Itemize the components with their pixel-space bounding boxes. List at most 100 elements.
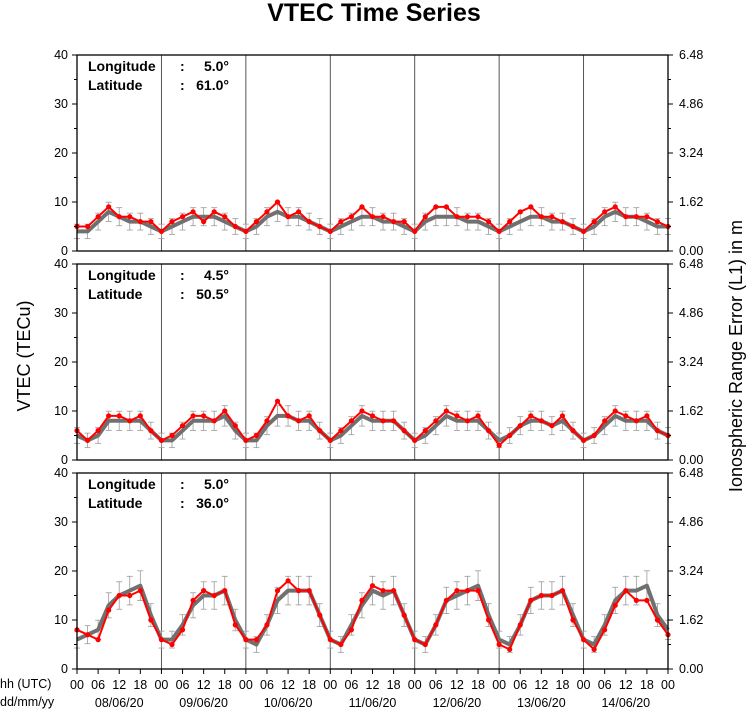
data-point (433, 622, 439, 628)
y-tick-label: 40 (54, 466, 68, 480)
x-hour-tick-label: 18 (471, 678, 485, 692)
data-point (116, 592, 122, 599)
data-point (422, 214, 428, 220)
x-hour-tick-label: 12 (534, 678, 548, 692)
data-point (464, 418, 471, 424)
data-point (274, 588, 281, 594)
data-point (137, 588, 143, 594)
data-point (602, 209, 608, 215)
data-point (306, 219, 312, 225)
y-right-tick-label: 1.62 (679, 404, 703, 418)
x-hour-tick-label: 12 (619, 678, 633, 692)
y-tick-label: 30 (54, 306, 68, 320)
data-point (232, 223, 238, 230)
data-point (528, 413, 534, 419)
data-point (169, 219, 175, 225)
longitude-label: Longitude (88, 476, 156, 492)
reference-series-line (76, 583, 670, 647)
data-point (127, 592, 133, 599)
data-point (127, 418, 133, 424)
chart-title: VTEC Time Series (267, 0, 481, 27)
panel-2: 0 10 20 30 40 0.00 1.62 3.24 4.86 6.48 Longitude: 4… (54, 257, 703, 467)
data-point (496, 641, 502, 648)
data-point (654, 219, 661, 225)
latitude-value: 61.0° (196, 77, 229, 93)
data-point (285, 578, 291, 584)
y-right-tick-label: 6.48 (679, 466, 703, 480)
data-point (359, 597, 365, 604)
data-point (633, 214, 639, 220)
x-hour-tick-label: 00 (154, 678, 168, 692)
data-point (580, 228, 587, 234)
data-point (507, 432, 513, 439)
data-point (654, 617, 661, 623)
y-tick-label: 30 (54, 97, 68, 111)
data-point (496, 442, 502, 448)
data-point (106, 204, 112, 210)
data-point (264, 622, 270, 628)
x-hour-tick-label: 00 (323, 678, 337, 692)
x-hour-tick-label: 18 (556, 678, 570, 692)
data-point (485, 428, 492, 434)
data-point (507, 646, 513, 653)
data-point (232, 423, 238, 429)
x-hour-tick-label: 00 (408, 678, 422, 692)
data-point (201, 588, 207, 594)
data-point (602, 418, 608, 424)
data-point (158, 637, 165, 643)
latitude-value: 36.0° (196, 495, 229, 511)
y-right-tick-label: 0.00 (679, 662, 703, 676)
data-point (412, 637, 418, 643)
x-hour-tick-label: 00 (492, 678, 506, 692)
data-point (317, 428, 323, 434)
data-point (528, 597, 534, 604)
data-point (137, 219, 143, 225)
y-right-tick-label: 0.00 (679, 244, 703, 258)
data-point (380, 418, 386, 424)
y-axis-right-label: Ionospheric Range Error (L1) in m (726, 220, 746, 492)
x-axis-date-label: dd/mm/yy (0, 695, 55, 709)
data-point (127, 214, 133, 220)
data-point (538, 592, 544, 599)
y-tick-label: 30 (54, 515, 68, 529)
data-point (591, 646, 597, 653)
y-right-tick-label: 3.24 (679, 146, 703, 160)
x-date-label: 08/06/20 (95, 696, 144, 710)
x-date-label: 09/06/20 (179, 696, 228, 710)
data-point (369, 413, 376, 419)
data-point (391, 418, 397, 424)
data-point (475, 413, 481, 419)
x-hour-tick-label: 06 (176, 678, 190, 692)
x-date-label: 13/06/20 (517, 696, 566, 710)
data-point (179, 423, 186, 429)
data-point (475, 588, 481, 594)
data-point (243, 437, 249, 443)
data-point (169, 432, 175, 439)
data-point (158, 228, 165, 234)
x-hour-tick-label: 12 (197, 678, 211, 692)
data-point (106, 413, 112, 419)
x-hour-tick-label: 12 (281, 678, 295, 692)
measured-points (74, 578, 671, 653)
data-point (507, 219, 513, 225)
data-point (612, 204, 618, 210)
x-hour-tick-label: 00 (239, 678, 253, 692)
longitude-value: 5.0° (204, 58, 229, 74)
y-right-tick-label: 4.86 (679, 97, 703, 111)
data-point (296, 588, 302, 594)
x-hour-tick-label: 18 (302, 678, 316, 692)
data-point (443, 204, 449, 210)
x-hour-tick-label: 06 (429, 678, 443, 692)
data-point (201, 219, 207, 225)
data-point (644, 597, 650, 604)
x-date-label: 12/06/20 (433, 696, 482, 710)
data-point (549, 592, 555, 599)
x-hour-tick-label: 18 (218, 678, 232, 692)
data-point (454, 214, 460, 220)
data-point (391, 219, 397, 225)
data-point (496, 228, 502, 234)
panel-3: 0 10 20 30 40 0.00 1.62 3.24 4.86 6.48 Longitude: 5… (54, 466, 703, 676)
data-point (623, 413, 629, 419)
data-point (380, 214, 386, 220)
data-point (95, 214, 101, 220)
